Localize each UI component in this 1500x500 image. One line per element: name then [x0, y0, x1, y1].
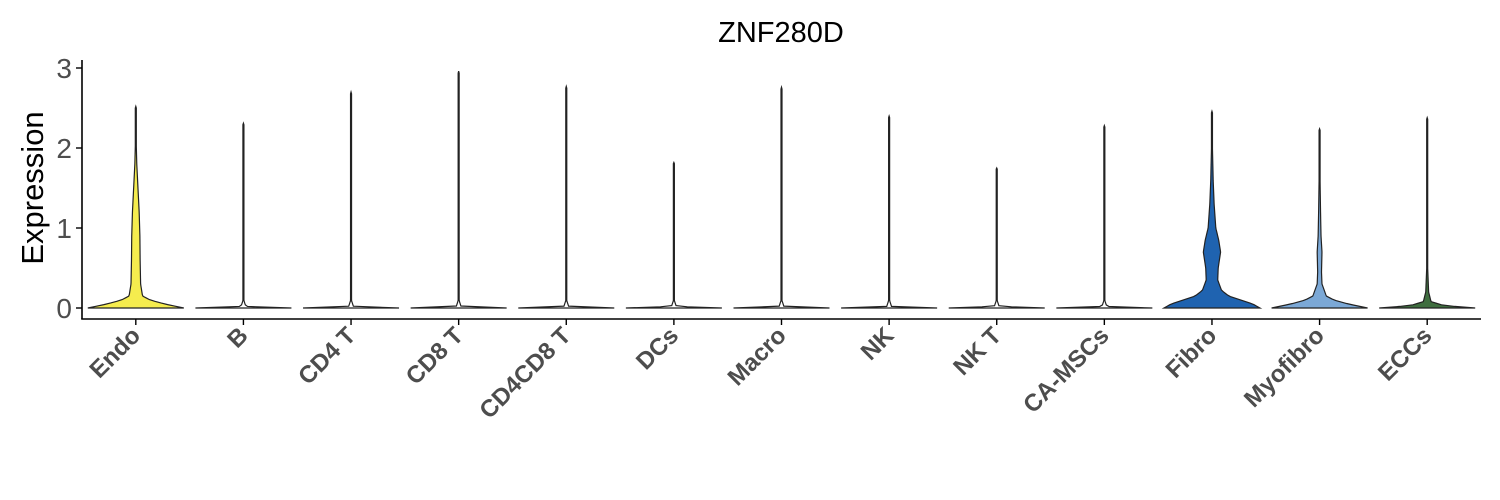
x-tick-label: CA-MSCs	[1018, 322, 1114, 418]
y-axis: 0 1 2 3	[56, 53, 82, 324]
violin-b	[195, 121, 292, 309]
violin-nk-t	[948, 166, 1045, 309]
violin-layer	[87, 71, 1476, 309]
violin-ca-mscs	[1056, 123, 1153, 309]
x-tick-label: CD8 T	[401, 322, 469, 390]
violin-macro	[733, 84, 830, 309]
x-tick-label: B	[222, 322, 253, 353]
x-tick-label: Fibro	[1161, 322, 1223, 384]
x-tick-label: ECCs	[1373, 322, 1437, 386]
violin-cd8-t	[410, 71, 507, 309]
x-tick-label: Endo	[85, 322, 147, 384]
x-tick-label: CD4CD8 T	[474, 322, 576, 424]
x-tick-label: NK T	[948, 322, 1007, 381]
chart-title: ZNF280D	[718, 17, 844, 49]
violin-dcs	[625, 160, 722, 309]
x-tick-label: CD4 T	[293, 322, 361, 390]
violin-fibro	[1161, 109, 1263, 309]
violin-myofibro	[1271, 126, 1368, 309]
x-tick-label: NK	[856, 322, 900, 366]
violin-endo	[87, 104, 184, 309]
x-tick-label: Macro	[723, 322, 792, 391]
y-tick-label: 2	[56, 133, 72, 164]
y-tick-label: 3	[56, 53, 72, 84]
x-tick-label: DCs	[631, 322, 684, 375]
y-axis-label: Expression	[15, 111, 50, 264]
violin-nk	[841, 113, 938, 309]
violin-cd4-t	[303, 89, 400, 309]
violin-eccs	[1379, 115, 1476, 309]
x-axis: Endo B CD4 T CD8 T CD4CD8 T DCs Macro NK NK T CA-…	[85, 319, 1437, 424]
x-tick-label: Myofibro	[1239, 322, 1330, 413]
y-tick-label: 0	[56, 293, 72, 324]
y-tick-label: 1	[56, 213, 72, 244]
violin-cd4cd8-t	[518, 84, 615, 309]
